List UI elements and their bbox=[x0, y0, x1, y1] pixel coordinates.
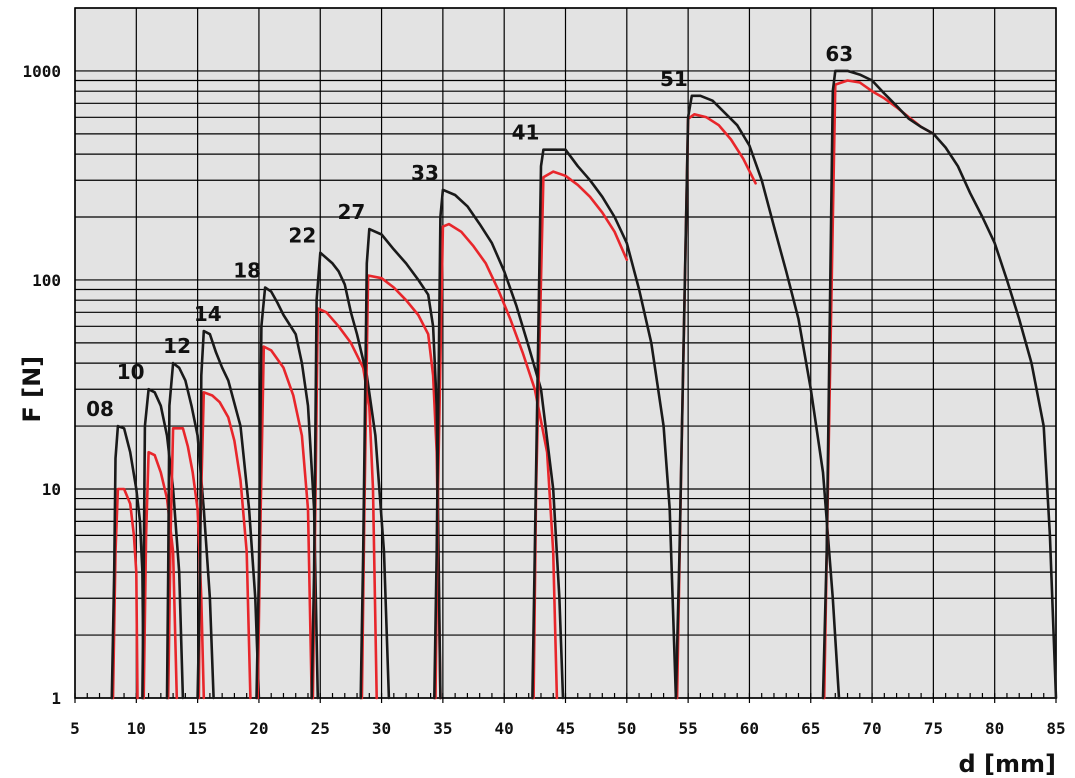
grid bbox=[74, 7, 1057, 703]
series-label-63: 63 bbox=[825, 42, 853, 66]
series-label-18: 18 bbox=[233, 259, 261, 283]
y-axis-ticks: 1 10 100 1000 bbox=[22, 62, 61, 708]
x-tick-label: 65 bbox=[801, 719, 820, 738]
x-tick-label: 85 bbox=[1046, 719, 1065, 738]
x-tick-label: 35 bbox=[433, 719, 452, 738]
x-tick-label: 40 bbox=[495, 719, 514, 738]
curve-upper-10 bbox=[141, 387, 185, 700]
curve-lower-33 bbox=[434, 222, 559, 700]
y-tick-label: 10 bbox=[42, 480, 61, 499]
x-tick-label: 15 bbox=[188, 719, 207, 738]
curves bbox=[110, 69, 1058, 700]
curve-upper-22 bbox=[310, 251, 391, 700]
x-tick-label: 10 bbox=[127, 719, 146, 738]
x-axis-ticks: 5 10 15 20 25 30 35 40 45 50 55 60 65 70 75 80 85 bbox=[70, 719, 1065, 738]
curve-upper-63 bbox=[821, 69, 1058, 700]
x-tick-label: 70 bbox=[862, 719, 881, 738]
x-tick-label: 45 bbox=[556, 719, 575, 738]
curve-upper-12 bbox=[165, 361, 215, 700]
x-tick-label: 5 bbox=[70, 719, 80, 738]
series-label-51: 51 bbox=[660, 67, 688, 91]
x-tick-label: 50 bbox=[617, 719, 636, 738]
series-label-22: 22 bbox=[288, 224, 316, 248]
series-label-08: 08 bbox=[86, 397, 114, 421]
y-tick-label: 100 bbox=[32, 271, 61, 290]
curve-upper-08 bbox=[110, 424, 145, 700]
curve-lower-10 bbox=[142, 450, 179, 700]
curve-upper-27 bbox=[359, 227, 442, 700]
series-label-12: 12 bbox=[163, 334, 191, 358]
series-label-14: 14 bbox=[194, 302, 222, 326]
curve-lower-41 bbox=[532, 170, 629, 700]
x-tick-label: 30 bbox=[372, 719, 391, 738]
series-label-33: 33 bbox=[411, 161, 439, 185]
curve-lower-18 bbox=[256, 345, 313, 700]
x-axis-title: d [mm] bbox=[959, 750, 1057, 778]
x-tick-label: 60 bbox=[740, 719, 759, 738]
x-tick-label: 55 bbox=[678, 719, 697, 738]
series-label-10: 10 bbox=[117, 360, 145, 384]
y-tick-label: 1 bbox=[51, 689, 61, 708]
curve-upper-41 bbox=[531, 148, 678, 700]
series-label-41: 41 bbox=[512, 121, 540, 145]
curve-upper-51 bbox=[674, 94, 841, 700]
x-tick-label: 20 bbox=[249, 719, 268, 738]
curve-lower-08 bbox=[111, 487, 139, 700]
x-tick-label: 80 bbox=[985, 719, 1004, 738]
y-tick-label: 1000 bbox=[22, 62, 61, 81]
series-label-27: 27 bbox=[337, 200, 365, 224]
x-tick-label: 25 bbox=[311, 719, 330, 738]
curve-upper-33 bbox=[433, 188, 565, 700]
y-axis-title: F [N] bbox=[18, 356, 46, 423]
curve-upper-18 bbox=[255, 286, 320, 700]
x-tick-label: 75 bbox=[924, 719, 943, 738]
curve-upper-14 bbox=[196, 329, 261, 700]
